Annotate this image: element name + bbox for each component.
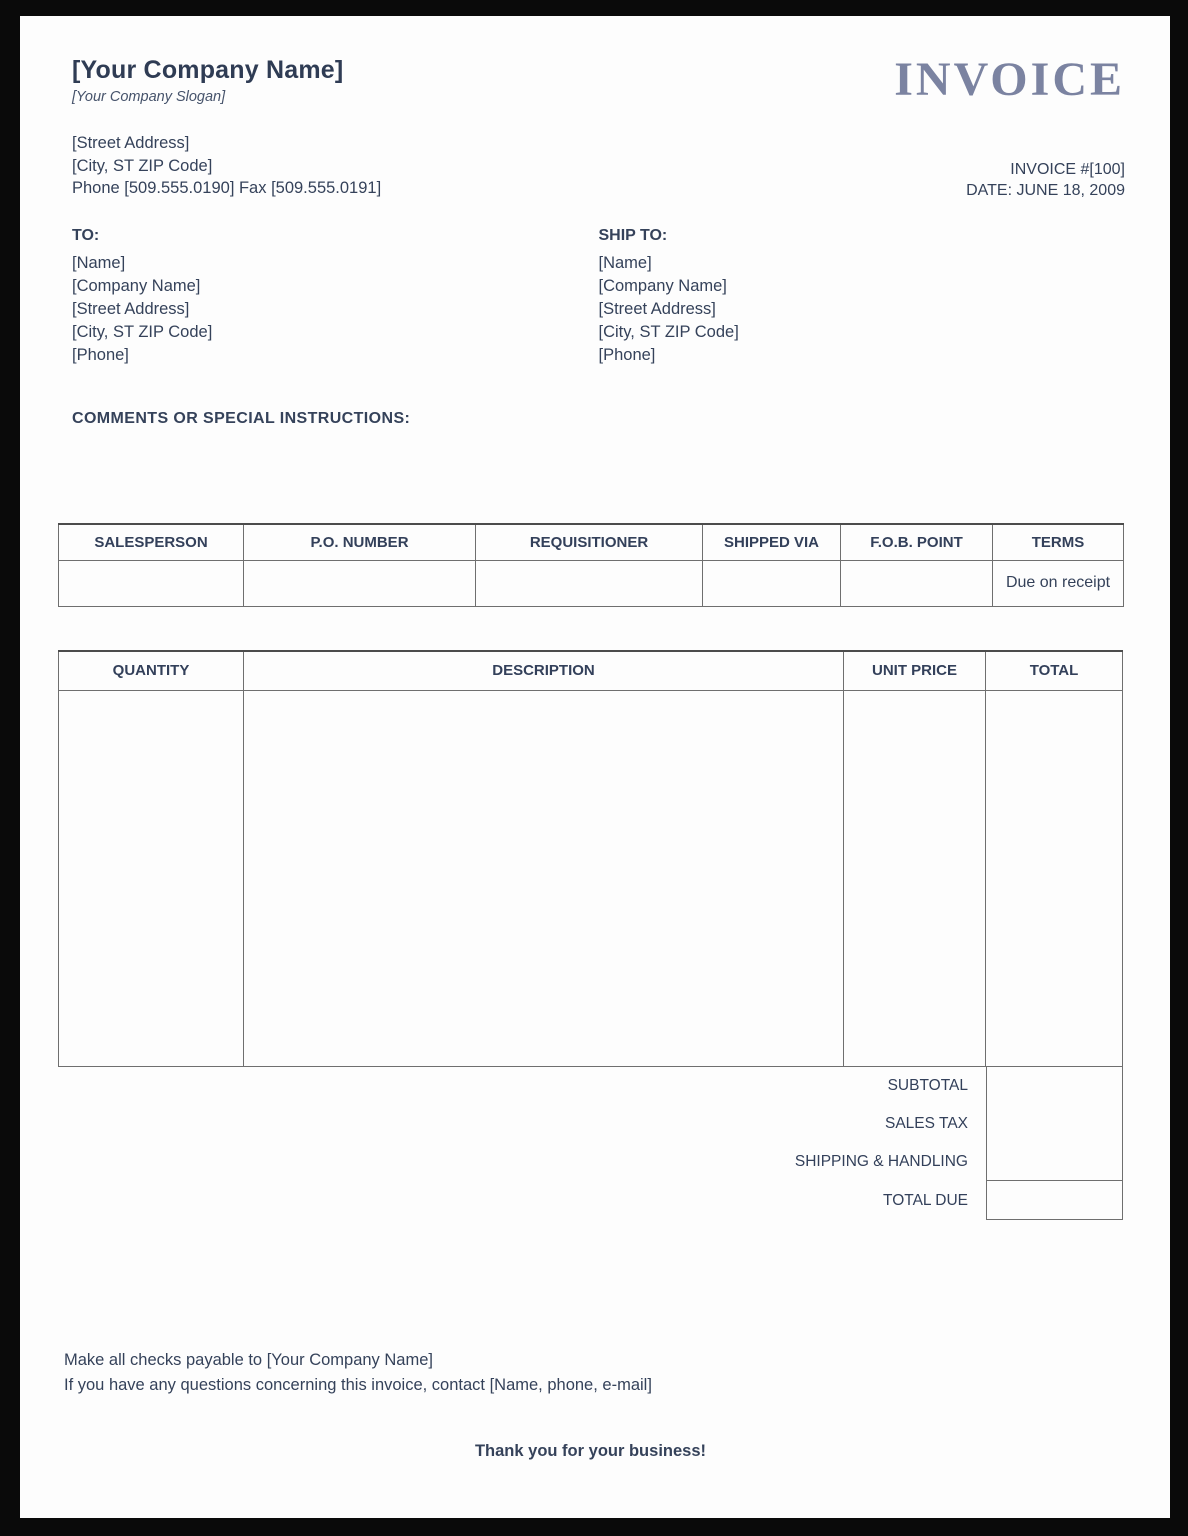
header-quantity: QUANTITY [58,650,244,691]
invoice-date: DATE: JUNE 18, 2009 [966,181,1125,199]
bill-to-city: [City, ST ZIP Code] [72,323,213,341]
invoice-title: INVOICE [894,53,1125,106]
header-description: DESCRIPTION [243,650,844,691]
sales-tax-value [986,1105,1123,1143]
header-requisitioner: REQUISITIONER [475,523,703,561]
cell-unit-price [843,690,986,1067]
sales-info-table: SALESPERSON P.O. NUMBER REQUISITIONER SH… [58,523,1124,607]
shipping-handling-label: SHIPPING & HANDLING [794,1153,968,1170]
cell-po-number [243,559,476,607]
invoice-number: INVOICE #[100] [1010,161,1125,178]
cell-description [243,690,844,1067]
header-terms: TERMS [992,523,1124,561]
shipping-handling-value [986,1143,1123,1181]
comments-heading: COMMENTS OR SPECIAL INSTRUCTIONS: [72,410,411,427]
company-phone-fax: Phone [509.555.0190] Fax [509.555.0191] [72,179,382,197]
ship-to-name: [Name] [598,254,652,272]
ship-to-phone: [Phone] [598,346,656,364]
company-city: [City, ST ZIP Code] [72,156,213,175]
ship-to-block: SHIP TO: [Name] [Company Name] [Street A… [599,227,1126,367]
header-fob-point: F.O.B. POINT [840,523,993,561]
company-slogan: [Your Company Slogan] [72,89,226,105]
bill-to-block: TO: [Name] [Company Name] [Street Addres… [72,227,599,367]
checks-payable-note: Make all checks payable to [Your Company… [64,1351,433,1369]
invoice-meta: INVOICE #[100] DATE: JUNE 18, 2009 [894,160,1125,201]
company-address: [Street Address] [City, ST ZIP Code] Pho… [72,132,381,200]
cell-total [985,690,1123,1067]
questions-contact-note: If you have any questions concerning thi… [64,1376,652,1394]
bill-to-heading: TO: [72,227,100,244]
bill-to-street: [Street Address] [72,300,190,318]
cell-shipped-via [702,559,841,607]
line-items-body-row [58,690,1123,1067]
thank-you-message: Thank you for your business! [474,1442,707,1460]
sales-info-data-row: Due on receipt [58,559,1124,607]
cell-fob-point [840,559,993,607]
bill-to-company: [Company Name] [72,277,201,295]
company-name: [Your Company Name] [72,56,344,84]
line-items-header-row: QUANTITY DESCRIPTION UNIT PRICE TOTAL [58,650,1123,691]
totals-section: SUBTOTAL SALES TAX SHIPPING & HANDLING T… [58,1067,1123,1220]
subtotal-label: SUBTOTAL [887,1077,968,1094]
line-items-table: QUANTITY DESCRIPTION UNIT PRICE TOTAL [58,649,1123,1067]
sales-tax-row: SALES TAX [58,1105,1123,1143]
cell-quantity [58,690,244,1067]
ship-to-company: [Company Name] [598,277,727,295]
header-shipped-via: SHIPPED VIA [702,523,841,561]
ship-to-street: [Street Address] [598,300,716,318]
sales-info-header-row: SALESPERSON P.O. NUMBER REQUISITIONER SH… [58,523,1124,561]
header-unit-price: UNIT PRICE [843,650,986,691]
shipping-handling-row: SHIPPING & HANDLING [58,1143,1123,1181]
header-po-number: P.O. NUMBER [243,523,476,561]
subtotal-value [986,1067,1123,1105]
footer-notes: Make all checks payable to [Your Company… [64,1348,1125,1398]
cell-requisitioner [475,559,703,607]
sales-tax-label: SALES TAX [885,1115,968,1132]
header-total: TOTAL [985,650,1123,691]
invoice-header-block: INVOICE INVOICE #[100] DATE: JUNE 18, 20… [894,56,1125,201]
bill-to-phone: [Phone] [72,346,129,364]
ship-to-city: [City, ST ZIP Code] [598,323,739,341]
cell-terms: Due on receipt [992,559,1124,607]
total-due-row: TOTAL DUE [58,1181,1123,1220]
company-block: [Your Company Name] [Your Company Slogan… [72,56,381,200]
bill-to-name: [Name] [72,254,126,272]
invoice-page: [Your Company Name] [Your Company Slogan… [20,16,1170,1518]
total-due-value [986,1181,1123,1220]
ship-to-heading: SHIP TO: [598,227,668,244]
total-due-label: TOTAL DUE [883,1191,968,1209]
addresses-section: TO: [Name] [Company Name] [Street Addres… [72,227,1125,367]
company-street: [Street Address] [72,134,190,152]
cell-salesperson [58,559,244,607]
subtotal-row: SUBTOTAL [58,1067,1123,1105]
header-salesperson: SALESPERSON [58,523,244,561]
header: [Your Company Name] [Your Company Slogan… [58,56,1125,201]
